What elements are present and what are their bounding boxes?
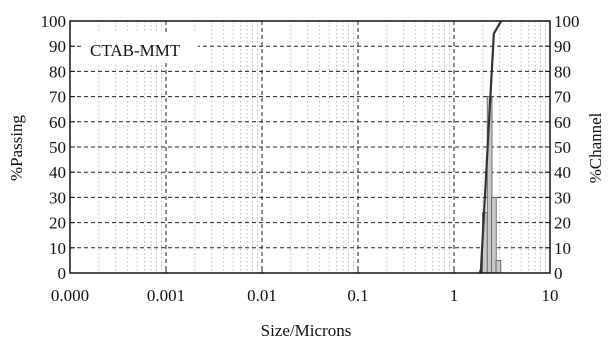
x-tick-label: 0.1 <box>347 286 368 305</box>
y-tick-label-left: 40 <box>49 163 66 182</box>
x-tick-label: 0.000 <box>51 286 89 305</box>
passing-curve <box>479 20 503 274</box>
y-axis-label-left: %Passing <box>7 114 26 181</box>
y-tick-label-left: 10 <box>49 239 66 258</box>
y-tick-label-right: 100 <box>554 12 580 31</box>
y-tick-label-left: 30 <box>49 188 66 207</box>
x-tick-label: 1 <box>450 286 459 305</box>
channel-bar <box>495 259 502 274</box>
y-tick-label-right: 20 <box>554 214 571 233</box>
x-tick-label: 0.01 <box>247 286 277 305</box>
y-tick-label-right: 30 <box>554 188 571 207</box>
y-tick-label-right: 40 <box>554 163 571 182</box>
x-tick-label: 0.001 <box>147 286 185 305</box>
y-tick-label-right: 70 <box>554 88 571 107</box>
y-tick-label-left: 60 <box>49 113 66 132</box>
channel-bar <box>491 196 497 274</box>
y-tick-label-right: 90 <box>554 37 571 56</box>
y-axis-label-right: %Channel <box>586 112 605 183</box>
x-axis-label: Size/Microns <box>261 321 352 340</box>
annotation-box: CTAB-MMT <box>82 33 198 63</box>
y-tick-label-right: 50 <box>554 138 571 157</box>
y-tick-label-left: 50 <box>49 138 66 157</box>
passing-line <box>479 20 503 274</box>
y-tick-label-right: 0 <box>554 264 563 283</box>
y-tick-label-left: 80 <box>49 62 66 81</box>
y-tick-label-right: 10 <box>554 239 571 258</box>
y-tick-label-right: 80 <box>554 62 571 81</box>
y-tick-label-left: 20 <box>49 214 66 233</box>
y-tick-label-right: 60 <box>554 113 571 132</box>
grid <box>70 21 550 273</box>
y-tick-label-left: 100 <box>41 12 67 31</box>
y-tick-label-left: 0 <box>58 264 67 283</box>
y-tick-label-left: 70 <box>49 88 66 107</box>
y-tick-label-left: 90 <box>49 37 66 56</box>
x-tick-label: 10 <box>542 286 559 305</box>
annotation-label: CTAB-MMT <box>90 41 181 60</box>
